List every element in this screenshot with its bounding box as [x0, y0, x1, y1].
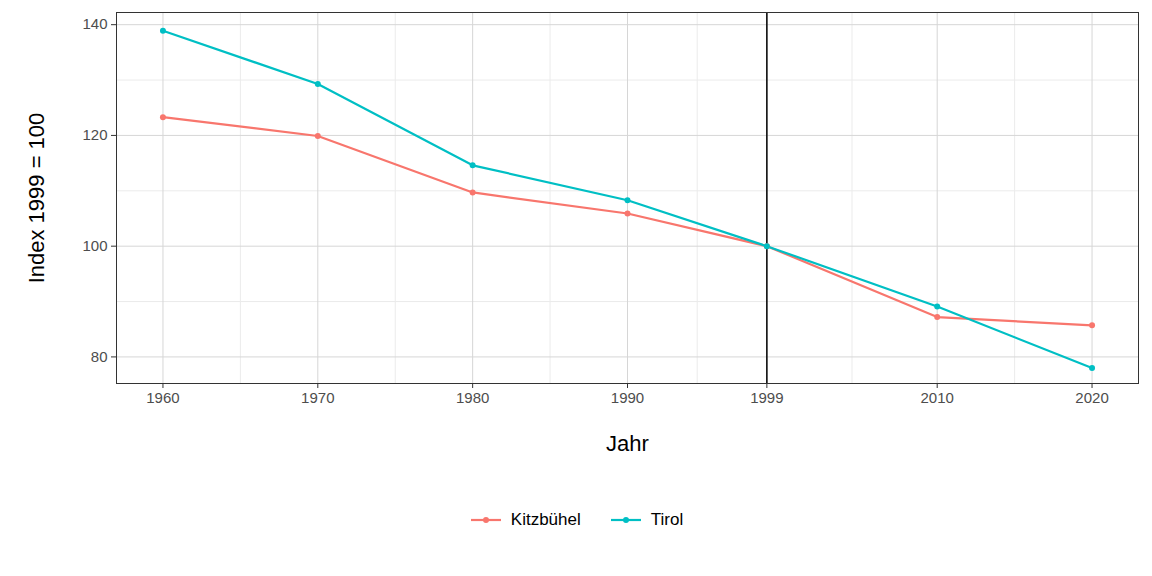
svg-text:100: 100: [82, 237, 107, 254]
html-text:Tirol: Tirol: [650, 510, 684, 529]
svg-text:1999: 1999: [750, 389, 783, 406]
svg-text:2010: 2010: [921, 389, 954, 406]
svg-text:Jahr: Jahr: [606, 431, 649, 456]
svg-text:1960: 1960: [146, 389, 179, 406]
svg-text:80: 80: [91, 348, 108, 365]
svg-text:1980: 1980: [456, 389, 489, 406]
svg-text:2020: 2020: [1075, 389, 1108, 406]
svg-text:1990: 1990: [611, 389, 644, 406]
svg-text:Index 1999 = 100: Index 1999 = 100: [24, 113, 49, 284]
svg-text:140: 140: [82, 15, 107, 32]
svg-text:1970: 1970: [301, 389, 334, 406]
html-text:Kitzbühel: Kitzbühel: [510, 510, 581, 529]
svg-text:120: 120: [82, 126, 107, 143]
